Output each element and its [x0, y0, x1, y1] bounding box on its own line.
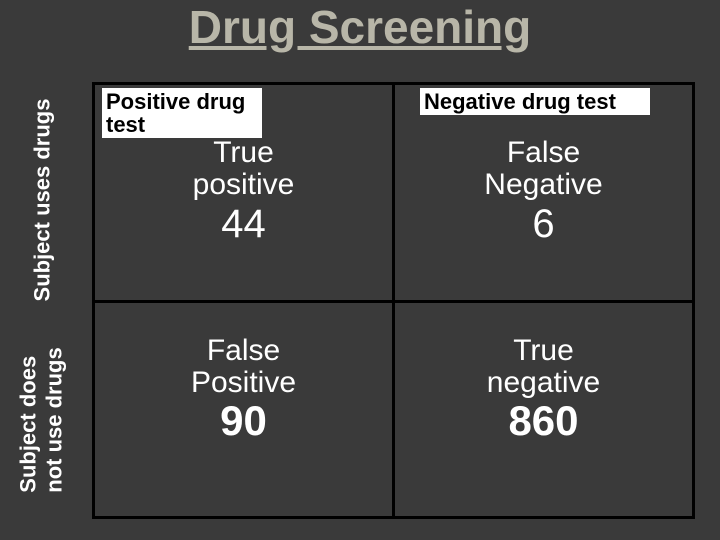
outcome-value: 6 [395, 204, 692, 244]
cell-true-positive: Truepositive 44 [94, 84, 394, 302]
cell-true-negative: Truenegative 860 [394, 302, 694, 518]
outcome-value: 44 [95, 204, 392, 244]
outcome-label: FalsePositive [95, 335, 392, 398]
cell-false-positive: FalsePositive 90 [94, 302, 394, 518]
outcome-value: 860 [395, 400, 692, 442]
row-label-no-drugs: Subject doesnot use drugs [12, 310, 72, 530]
row-label-text: Subject doesnot use drugs [16, 347, 68, 492]
outcome-label: Truepositive [95, 137, 392, 200]
cell-false-negative: FalseNegative 6 [394, 84, 694, 302]
outcome-label: FalseNegative [395, 137, 692, 200]
outcome-label: Truenegative [395, 335, 692, 398]
confusion-matrix: Truepositive 44 FalseNegative 6 FalsePos… [92, 82, 695, 519]
row-label-text: Subject uses drugs [29, 99, 55, 302]
page-title: Drug Screening [0, 0, 720, 54]
row-labels-container: Subject uses drugs Subject doesnot use d… [12, 90, 72, 530]
slide: Drug Screening Subject uses drugs Subjec… [0, 0, 720, 540]
row-label-uses-drugs: Subject uses drugs [12, 90, 72, 310]
outcome-value: 90 [95, 400, 392, 442]
